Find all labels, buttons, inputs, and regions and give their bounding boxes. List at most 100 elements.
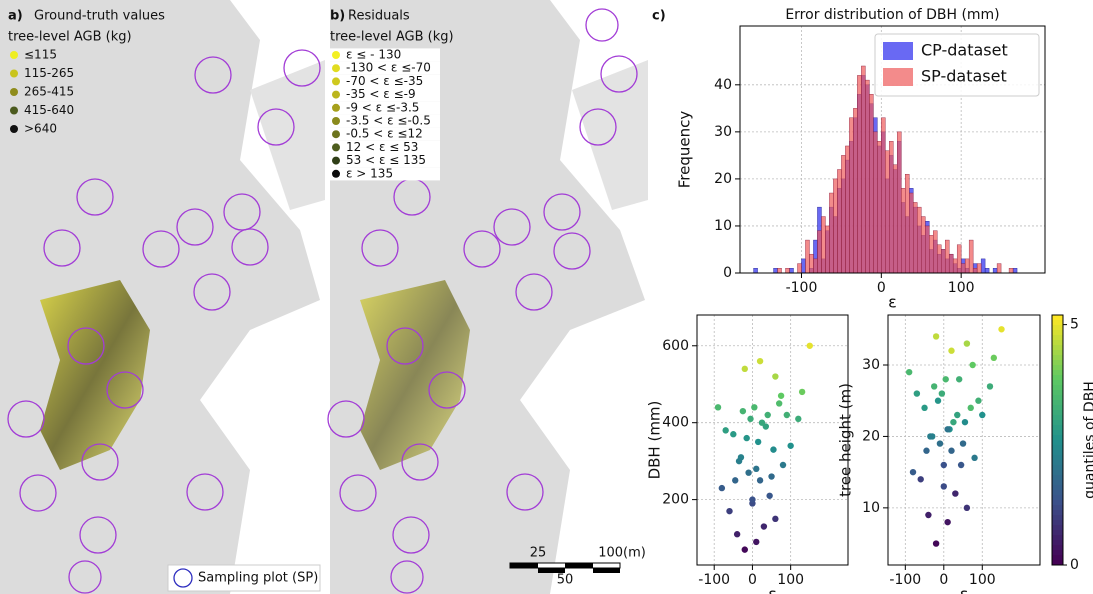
legend-label: CP-dataset <box>921 41 1008 60</box>
bar <box>789 268 794 274</box>
colorbar-segment <box>1052 540 1063 546</box>
point <box>932 333 940 340</box>
colorbar-segment <box>1052 490 1063 496</box>
frame <box>696 314 849 566</box>
colorbar-segment <box>1052 415 1063 421</box>
legend-swatch <box>332 117 340 125</box>
panel-label: a) <box>8 9 23 24</box>
colorbar-segment <box>1052 475 1063 481</box>
legend-bg <box>328 48 440 62</box>
legend-bg <box>328 154 440 168</box>
point <box>930 383 938 390</box>
point <box>714 404 722 411</box>
bar <box>881 117 886 274</box>
colorbar-segment <box>1052 365 1063 371</box>
bar <box>821 216 826 274</box>
bar <box>849 117 854 274</box>
legend-swatch <box>332 90 340 99</box>
legend-swatch <box>332 77 340 86</box>
colorbar-segment <box>1052 510 1063 516</box>
legend-swatch <box>10 69 18 78</box>
bar <box>944 239 950 274</box>
colorbar-segment <box>1052 460 1063 466</box>
legend-title: tree-level AGB (kg) <box>8 30 132 45</box>
bar <box>937 244 942 274</box>
point <box>909 468 917 476</box>
bar <box>956 244 962 274</box>
y-tick-label: 20 <box>862 428 880 444</box>
point <box>967 404 974 412</box>
point <box>986 383 994 390</box>
legend-swatch <box>883 42 913 60</box>
colorbar-segment <box>1052 350 1063 356</box>
point <box>741 546 748 553</box>
bar <box>785 268 790 274</box>
legend-swatch <box>332 51 340 59</box>
point <box>950 418 957 426</box>
bar <box>897 131 902 274</box>
bar <box>992 268 998 274</box>
x-axis-label: ε <box>768 585 777 594</box>
panel-label: c) <box>652 9 666 24</box>
colorbar-segment <box>1052 320 1063 326</box>
legend-label: ≤115 <box>24 48 57 62</box>
legend-bg <box>328 167 440 181</box>
colorbar-segment <box>1052 500 1063 506</box>
colorbar-segment <box>1052 525 1063 531</box>
point <box>758 419 766 426</box>
colorbar-label: quantiles of DBH <box>1082 381 1093 499</box>
point <box>772 373 779 380</box>
point <box>795 415 802 423</box>
point <box>927 433 934 440</box>
point <box>944 426 951 433</box>
colorbar-tick-label: 0 <box>1070 557 1079 573</box>
frame <box>739 25 1046 274</box>
panel-label: b) <box>330 9 345 24</box>
legend-label: -130 < ε ≤-70 <box>346 61 431 75</box>
point <box>754 438 762 446</box>
legend-label: 12 < ε ≤ 53 <box>346 140 418 154</box>
bar <box>929 235 934 274</box>
legend-swatch <box>10 125 18 133</box>
y-tick-label: 400 <box>662 415 689 431</box>
point <box>779 461 787 469</box>
point <box>979 411 986 419</box>
colorbar-segment <box>1052 400 1063 406</box>
colorbar-segment <box>1052 445 1063 451</box>
point <box>942 376 949 383</box>
colorbar-tick-label: 5 <box>1070 317 1079 333</box>
scale-label: 25 <box>530 546 547 561</box>
sampling-legend: Sampling plot (SP) <box>198 571 318 586</box>
bar <box>809 253 814 274</box>
y-tick-label: 200 <box>662 492 689 508</box>
bar <box>845 145 850 274</box>
point <box>975 397 982 404</box>
point <box>777 392 785 399</box>
legend-bg <box>328 74 440 88</box>
legend-swatch <box>332 64 340 73</box>
point <box>963 504 971 512</box>
colorbar-segment <box>1052 325 1063 331</box>
colorbar-segment <box>1052 440 1063 446</box>
legend-label: 53 < ε ≤ 135 <box>346 153 426 167</box>
bar <box>853 108 858 274</box>
colorbar-segment <box>1052 560 1063 566</box>
point <box>726 507 733 515</box>
legend-title: tree-level AGB (kg) <box>330 30 454 45</box>
colorbar-segment <box>1052 385 1063 391</box>
bar <box>952 258 958 274</box>
bar <box>925 225 930 274</box>
point <box>957 461 965 469</box>
point <box>936 440 944 447</box>
point <box>969 361 976 369</box>
legend-bg <box>328 101 440 115</box>
scale-label: 100(m) <box>598 546 646 561</box>
y-tick-label: 30 <box>714 124 732 140</box>
x-tick-label: -100 <box>698 572 730 588</box>
legend-label: -35 < ε ≤-9 <box>346 87 416 101</box>
legend-swatch <box>332 103 340 112</box>
bar <box>833 178 838 274</box>
bar <box>873 131 878 274</box>
legend-label: -0.5 < ε ≤12 <box>346 127 423 141</box>
